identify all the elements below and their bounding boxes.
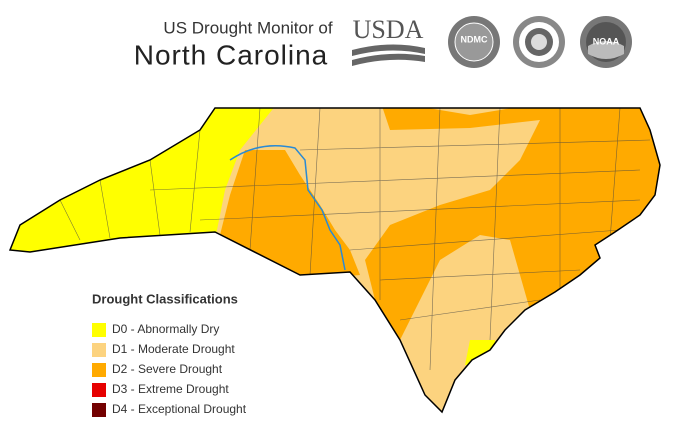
commerce-logo	[513, 16, 565, 68]
river	[229, 145, 346, 271]
county-lines	[59, 108, 651, 371]
legend-title: Drought Classifications	[92, 291, 238, 306]
ndmc-text: NDMC	[461, 34, 488, 44]
legend-swatch	[92, 403, 106, 417]
usda-logo: USDA	[352, 15, 425, 66]
legend-label: D1 - Moderate Drought	[112, 342, 235, 356]
noaa-logo: NOAA	[580, 16, 632, 68]
legend-label: D2 - Severe Drought	[112, 362, 223, 376]
legend-swatch	[92, 343, 106, 357]
ndmc-logo: NDMC	[448, 16, 500, 68]
legend: D0 - Abnormally Dry D1 - Moderate Drought…	[92, 322, 247, 417]
legend-label: D4 - Exceptional Drought	[112, 402, 247, 416]
state-outline	[8, 107, 661, 414]
usda-text: USDA	[353, 15, 424, 44]
legend-label: D0 - Abnormally Dry	[112, 322, 219, 336]
legend-label: D3 - Extreme Drought	[112, 382, 229, 396]
legend-swatch	[92, 383, 106, 397]
state-map	[10, 108, 660, 412]
title-line2: North Carolina	[134, 39, 329, 70]
legend-swatch	[92, 323, 106, 337]
d2-area	[365, 108, 660, 340]
title-line1: US Drought Monitor of	[163, 18, 332, 37]
legend-swatch	[92, 363, 106, 377]
noaa-text: NOAA	[593, 36, 620, 46]
